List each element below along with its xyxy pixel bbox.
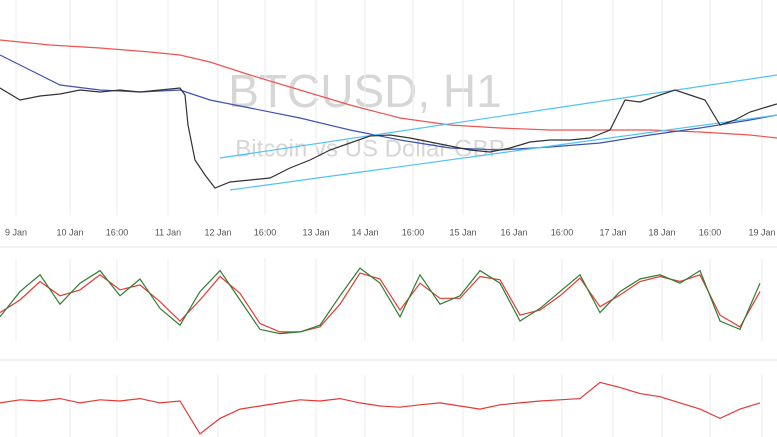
series-line	[0, 272, 761, 333]
x-tick-label: 15 Jan	[449, 227, 476, 237]
x-tick-label: 16:00	[254, 227, 277, 237]
series-line	[0, 267, 761, 335]
x-tick-label: 9 Jan	[5, 227, 27, 237]
x-tick-label: 12 Jan	[204, 227, 231, 237]
x-tick-label: 16:00	[551, 227, 574, 237]
series-line	[229, 114, 777, 191]
x-tick-label: 10 Jan	[56, 227, 83, 237]
x-tick-label: 11 Jan	[155, 227, 181, 237]
series-line	[0, 87, 777, 189]
x-tick-label: 16:00	[699, 227, 722, 237]
x-tick-label: 18 Jan	[648, 227, 675, 237]
x-tick-label: 14 Jan	[351, 227, 378, 237]
series-line	[0, 381, 761, 435]
x-tick-label: 16:00	[402, 227, 425, 237]
series-line	[219, 74, 777, 159]
series-line	[0, 54, 777, 151]
x-tick-label: 16:00	[106, 227, 129, 237]
series-line	[0, 39, 777, 139]
x-tick-label: 16 Jan	[500, 227, 527, 237]
x-tick-label: 17 Jan	[599, 227, 626, 237]
x-tick-label: 13 Jan	[302, 227, 329, 237]
x-tick-label: 19 Jan	[748, 227, 775, 237]
